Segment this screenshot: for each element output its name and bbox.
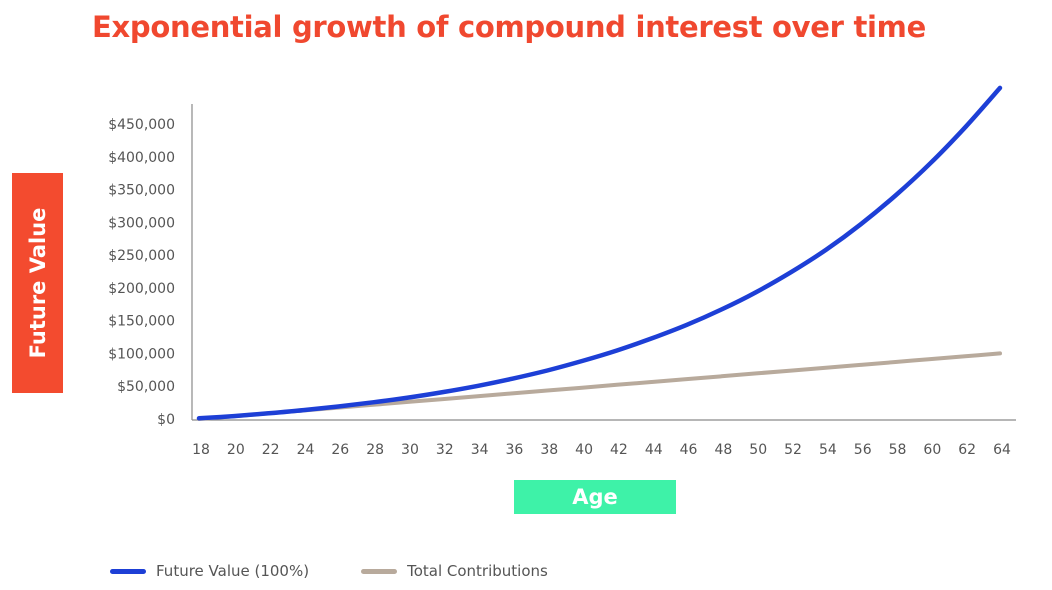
chart-title: Exponential growth of compound interest …: [92, 10, 926, 44]
axes: [191, 104, 1016, 421]
x-tick-label: 36: [506, 442, 524, 458]
x-tick-label: 50: [749, 442, 767, 458]
x-tick-label: 58: [889, 442, 907, 458]
y-tick-label: $250,000: [108, 248, 175, 264]
legend-item-future-value: Future Value (100%): [110, 562, 309, 580]
x-tick-label: 40: [575, 442, 593, 458]
y-axis-label-box: Future Value: [12, 173, 63, 393]
legend-swatch-total-contributions: [361, 568, 398, 574]
x-tick-label: 46: [680, 442, 698, 458]
legend-label-future-value: Future Value (100%): [156, 562, 310, 580]
y-tick-label: $50,000: [117, 379, 175, 395]
legend-swatch-future-value: [110, 568, 146, 574]
x-tick-labels: 18 20 22 24 26 28 30 32 34 36 38 40 42 44 46 48 50 52 54 56…: [192, 442, 1011, 458]
x-tick-label: 18: [192, 442, 210, 458]
x-axis-label-box: Age: [514, 480, 676, 514]
x-tick-label: 60: [923, 442, 941, 458]
legend: Future Value (100%) Total Contributions: [110, 562, 600, 580]
y-tick-label: $0: [157, 412, 175, 428]
x-tick-label: 20: [227, 442, 245, 458]
y-tick-label: $350,000: [108, 183, 175, 199]
legend-item-total-contributions: Total Contributions: [361, 562, 548, 580]
x-tick-label: 32: [436, 442, 454, 458]
x-tick-label: 64: [993, 442, 1011, 458]
y-tick-label: $200,000: [108, 281, 175, 297]
x-tick-label: 38: [540, 442, 558, 458]
x-tick-label: 62: [958, 442, 976, 458]
x-tick-label: 34: [471, 442, 489, 458]
y-tick-label: $450,000: [108, 117, 175, 133]
x-tick-label: 52: [784, 442, 802, 458]
y-tick-labels: $0 $50,000 $100,000 $150,000 $200,000 $250,00…: [108, 117, 175, 428]
y-tick-label: $300,000: [108, 215, 175, 231]
x-tick-label: 48: [714, 442, 732, 458]
x-tick-label: 22: [262, 442, 280, 458]
x-tick-label: 28: [366, 442, 384, 458]
x-tick-label: 30: [401, 442, 419, 458]
series-lines: [196, 85, 1003, 421]
x-axis-label: Age: [572, 485, 618, 509]
y-tick-label: $100,000: [108, 346, 175, 362]
x-tick-label: 56: [854, 442, 872, 458]
x-tick-label: 54: [819, 442, 837, 458]
x-tick-label: 26: [331, 442, 349, 458]
x-tick-label: 44: [645, 442, 663, 458]
y-tick-label: $400,000: [108, 150, 175, 166]
x-tick-label: 24: [297, 442, 315, 458]
x-tick-label: 42: [610, 442, 628, 458]
series-line-future-value: [196, 85, 1003, 421]
legend-label-total-contributions: Total Contributions: [407, 562, 548, 580]
y-tick-label: $150,000: [108, 314, 175, 330]
